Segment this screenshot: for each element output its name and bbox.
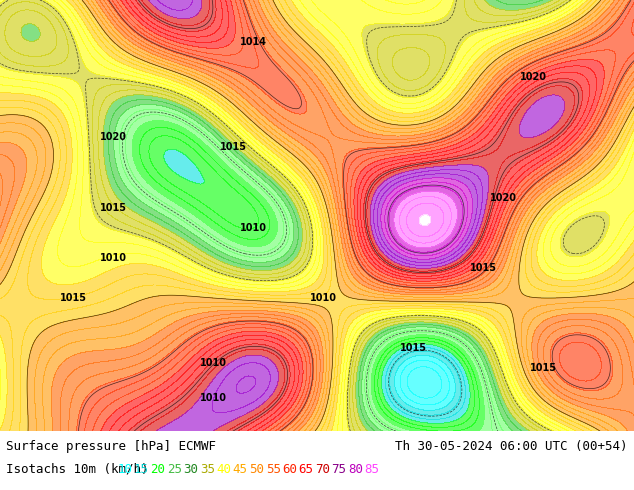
Text: 1010: 1010 [200, 358, 227, 368]
Text: 70: 70 [315, 463, 330, 476]
Text: 90: 90 [381, 463, 396, 476]
Text: 1010: 1010 [240, 222, 267, 233]
Text: 15: 15 [134, 463, 149, 476]
Text: 1010: 1010 [200, 393, 227, 403]
Text: 80: 80 [348, 463, 363, 476]
Text: 1015: 1015 [400, 343, 427, 353]
Text: 50: 50 [249, 463, 264, 476]
Text: 1015: 1015 [100, 202, 127, 213]
Text: 40: 40 [216, 463, 231, 476]
Text: 65: 65 [299, 463, 314, 476]
Text: 20: 20 [150, 463, 165, 476]
Text: 45: 45 [233, 463, 248, 476]
Text: 1015: 1015 [530, 363, 557, 373]
Text: 1014: 1014 [240, 37, 267, 47]
Text: 25: 25 [167, 463, 182, 476]
Text: 1010: 1010 [100, 253, 127, 263]
Text: 60: 60 [282, 463, 297, 476]
Text: 75: 75 [332, 463, 347, 476]
Text: Surface pressure [hPa] ECMWF: Surface pressure [hPa] ECMWF [6, 440, 216, 453]
Text: 55: 55 [266, 463, 281, 476]
Text: 1020: 1020 [490, 193, 517, 202]
Text: 1020: 1020 [100, 132, 127, 143]
Text: Th 30-05-2024 06:00 UTC (00+54): Th 30-05-2024 06:00 UTC (00+54) [395, 440, 628, 453]
Text: 30: 30 [183, 463, 198, 476]
Text: 1015: 1015 [470, 263, 497, 273]
Text: 1020: 1020 [520, 72, 547, 82]
Text: 1010: 1010 [310, 293, 337, 303]
Text: Isotachs 10m (km/h): Isotachs 10m (km/h) [6, 463, 164, 476]
Text: 85: 85 [365, 463, 380, 476]
Text: 10: 10 [117, 463, 133, 476]
Text: 1015: 1015 [60, 293, 87, 303]
Text: 1015: 1015 [220, 143, 247, 152]
Text: 35: 35 [200, 463, 215, 476]
